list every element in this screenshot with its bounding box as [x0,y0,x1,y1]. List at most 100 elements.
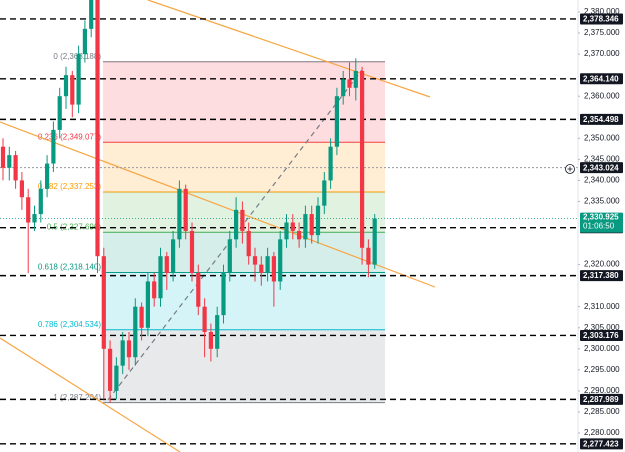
candle-body [196,273,201,307]
level-label-box [580,329,623,341]
candle-body [57,96,62,130]
candle-body [303,214,308,240]
y-tick-label: 2,380.000 [584,7,620,16]
candle-body [95,0,100,257]
candle-body [63,75,69,97]
candle-body [341,79,346,97]
level-label: 2,354.498 [583,115,619,124]
y-tick-label: 2,335.000 [584,197,620,206]
candle-body [145,281,150,328]
level-label: 2,303.176 [583,331,619,340]
candle-body [297,230,302,240]
candle-body [76,54,81,105]
candle-body [322,180,327,206]
fib-label: 0.382 (2,337.253) [38,182,101,191]
candle-body [177,188,182,240]
fib-label: 0.236 (2,349.077) [38,132,101,141]
candle-body [101,256,106,349]
candle-body [158,256,163,299]
level-label-box [580,438,623,450]
y-tick-label: 2,320.000 [584,260,620,269]
y-tick-label: 2,350.000 [584,133,620,142]
fib-label: 0.786 (2,304.534) [38,320,101,329]
candle-body [26,197,31,223]
candle-body [227,239,232,274]
candle-body [164,256,169,274]
current-price-label: 2,330.925 [583,213,619,222]
candle-body [171,239,176,274]
level-label: 2,287.989 [583,395,619,404]
candle-body [309,214,314,236]
fib-zone [103,329,385,403]
y-tick-label: 2,285.000 [584,407,620,416]
candle-body [360,70,365,248]
fib-label: 0.5 (2,327.696) [47,222,102,231]
candle-body [82,28,87,55]
candle-body [328,146,333,181]
level-label-box [580,162,623,174]
fib-zone [103,142,385,192]
candle-body [189,230,195,274]
candle-body [208,331,213,349]
candle-body [215,315,220,349]
y-tick-label: 2,375.000 [584,28,620,37]
level-label-box [580,73,623,85]
candle-body [126,340,132,358]
candle-body [278,239,283,282]
candle-body [246,230,251,257]
candle-body [259,264,264,274]
candle-body [284,222,289,240]
fib-zone [103,272,385,330]
current-price-box [580,212,623,233]
candle-body [19,180,24,198]
y-tick-label: 2,345.000 [584,154,620,163]
candle-body [372,218,377,265]
level-label-box [580,393,623,405]
level-label: 2,343.024 [583,163,619,172]
candle-body [108,348,113,391]
candle-body [139,306,144,328]
y-tick-label: 2,360.000 [584,91,620,100]
candle-body [7,155,12,168]
level-label-box [580,113,623,125]
candle-body [353,70,358,88]
candle-body [202,306,207,332]
y-tick-label: 2,310.000 [584,302,620,311]
y-tick-label: 2,305.000 [584,323,620,332]
y-tick-label: 2,370.000 [584,49,620,58]
candle-body [366,247,371,265]
fib-zone [103,232,385,273]
trend-line [147,0,431,98]
candle-body [0,146,6,168]
candle-body [70,75,75,105]
candle-body [32,214,37,223]
fib-label: 1 (2,287.204) [53,393,101,402]
candle-body [271,256,276,282]
candle-body [45,163,50,189]
fib-label: 0.618 (2,318.140) [38,263,101,272]
y-tick-label: 2,300.000 [584,344,620,353]
countdown-label: 01:06:50 [583,222,615,231]
level-label: 2,364.140 [583,74,619,83]
candle-body [38,188,43,215]
candle-body [315,205,321,236]
level-label: 2,277.423 [583,439,619,448]
candle-body [334,96,339,147]
trend-line [0,337,181,452]
candle-body [347,79,352,88]
y-tick-label: 2,340.000 [584,176,620,185]
level-label-box [580,13,623,25]
candle-body [133,306,138,358]
y-tick-label: 2,290.000 [584,386,620,395]
candle-body [240,209,245,231]
candle-body [114,365,119,391]
add-alert-icon[interactable] [565,164,575,174]
candle-body [89,0,94,29]
level-label-box [580,270,623,282]
candle-body [152,281,157,299]
candle-body [13,155,18,181]
candle-body [265,256,270,274]
candle-body [221,273,226,316]
level-label: 2,317.380 [583,271,619,280]
